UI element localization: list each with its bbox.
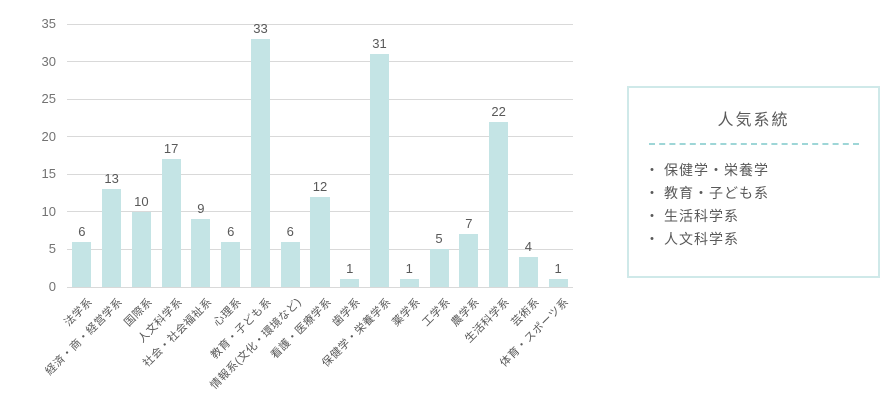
bar-value-label: 1 xyxy=(554,261,562,277)
gridline xyxy=(67,61,573,63)
y-axis-tick-label: 0 xyxy=(48,279,56,294)
bar-value-label: 33 xyxy=(253,21,268,37)
bar-value-label: 1 xyxy=(346,261,354,277)
bar xyxy=(221,241,241,287)
y-axis-tick-label: 5 xyxy=(48,241,56,257)
bar xyxy=(102,189,122,287)
gridline xyxy=(67,173,573,175)
legend-item-label: 保健学・栄養学 xyxy=(664,162,769,178)
bar-value-label: 7 xyxy=(465,216,473,232)
bar xyxy=(429,249,449,287)
bullet-icon: ・ xyxy=(645,185,660,201)
bar xyxy=(131,211,151,287)
legend-item: ・教育・子ども系 xyxy=(645,182,878,205)
gridline xyxy=(67,23,573,25)
legend-item-label: 教育・子ども系 xyxy=(664,185,769,201)
bar-value-label: 1 xyxy=(405,261,413,277)
bar xyxy=(340,279,360,287)
gridline xyxy=(67,136,573,138)
x-axis-label: 薬学系 xyxy=(390,296,423,330)
bullet-icon: ・ xyxy=(645,231,660,247)
bar-value-label: 6 xyxy=(286,223,294,239)
bar-value-label: 22 xyxy=(491,103,506,119)
bar-value-label: 12 xyxy=(312,178,328,194)
legend-item-label: 生活科学系 xyxy=(664,208,739,224)
bar xyxy=(250,39,270,287)
gridline xyxy=(67,98,573,100)
legend-item: ・人文科学系 xyxy=(645,228,878,251)
bar xyxy=(518,256,538,287)
bar xyxy=(191,219,211,287)
gridline xyxy=(67,286,573,288)
y-axis-tick-label: 10 xyxy=(41,203,56,219)
bar-value-label: 4 xyxy=(524,238,532,254)
legend-item-label: 人文科学系 xyxy=(664,231,739,247)
bullet-icon: ・ xyxy=(645,162,660,178)
bar xyxy=(280,241,300,287)
bar-value-label: 10 xyxy=(134,193,149,209)
legend-title: 人気系統 xyxy=(717,112,790,129)
y-axis-tick-label: 35 xyxy=(41,16,56,31)
bar xyxy=(489,121,509,287)
bar-value-label: 17 xyxy=(163,141,179,157)
popularity-bar-chart: 0 5 10 15 20 25 30 35 6 法学系 13 経済・商・経営学系 10 国際系 17 人文科学… xyxy=(41,16,573,392)
y-axis-tick-label: 15 xyxy=(41,166,56,182)
legend-item: ・保健学・栄養学 xyxy=(645,159,878,182)
bar xyxy=(370,54,390,287)
legend-list: ・保健学・栄養学・教育・子ども系・生活科学系・人文科学系 xyxy=(629,159,878,251)
bar-value-label: 6 xyxy=(227,223,235,239)
bar xyxy=(161,159,181,287)
y-axis-tick-label: 25 xyxy=(41,91,56,107)
bar-value-label: 31 xyxy=(372,36,387,52)
bar-value-label: 6 xyxy=(78,223,86,239)
x-axis-label: 工学系 xyxy=(419,296,453,330)
legend-divider xyxy=(648,143,859,145)
bar-value-label: 9 xyxy=(197,201,205,217)
y-axis-tick-label: 30 xyxy=(41,53,56,69)
bar-value-label: 5 xyxy=(435,231,443,247)
bar xyxy=(459,234,479,287)
bar xyxy=(310,196,330,287)
y-axis-tick-label: 20 xyxy=(41,128,56,144)
legend-panel: 人気系統 ・保健学・栄養学・教育・子ども系・生活科学系・人文科学系 xyxy=(627,86,880,278)
bar-value-label: 13 xyxy=(104,171,119,187)
bar xyxy=(399,279,419,287)
legend-item: ・生活科学系 xyxy=(645,205,878,228)
bullet-icon: ・ xyxy=(645,208,660,224)
bar xyxy=(548,279,568,287)
bar xyxy=(72,241,92,287)
